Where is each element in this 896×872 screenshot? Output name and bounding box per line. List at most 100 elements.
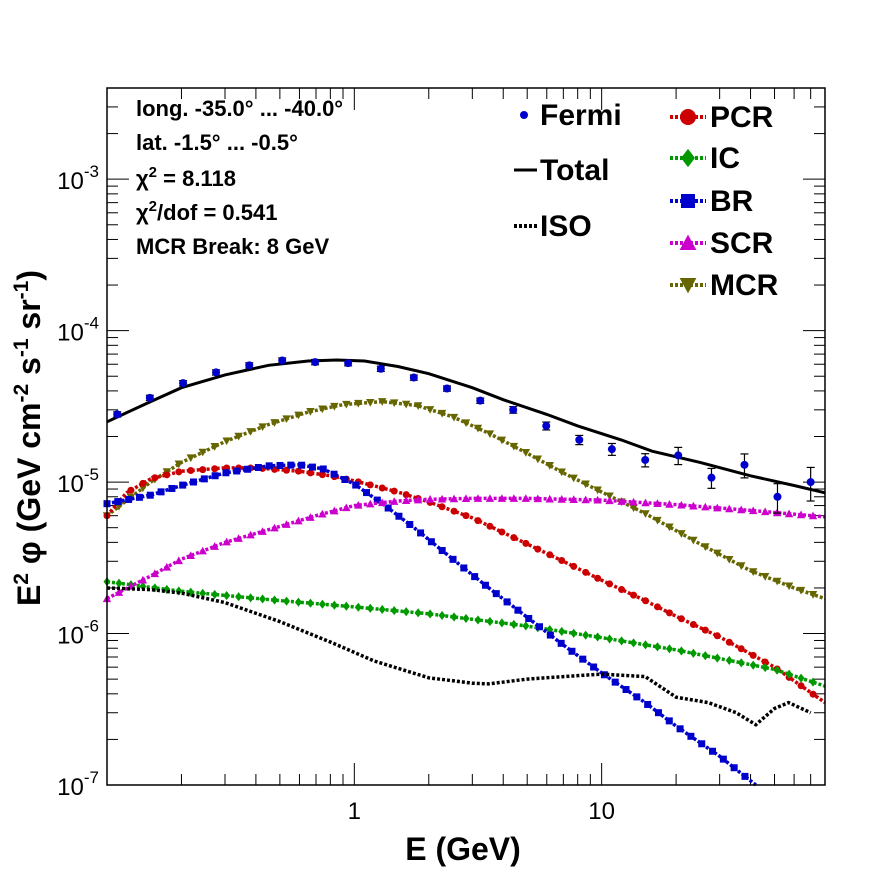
marker-ic: [283, 596, 290, 606]
marker-ic: [366, 603, 374, 613]
marker-ic: [378, 604, 386, 615]
fermi-point: [740, 460, 749, 469]
marker-br: [449, 555, 457, 563]
marker-mcr: [581, 480, 590, 489]
marker-br: [233, 467, 241, 475]
marker-scr: [366, 499, 375, 508]
marker-br: [536, 623, 544, 631]
marker-br: [427, 538, 435, 546]
marker-br: [654, 709, 662, 717]
marker-ic: [402, 607, 410, 617]
marker-scr: [437, 494, 447, 503]
x-tick-label: 1: [348, 798, 361, 825]
ylabel-cm-exp: -2: [10, 384, 33, 403]
marker-pcr: [642, 597, 649, 605]
marker-mcr: [390, 399, 399, 408]
fermi-point: [245, 361, 254, 370]
legend-fermi-symbol: [520, 111, 528, 119]
marker-br: [557, 639, 565, 647]
y-tick-exp: -4: [84, 314, 99, 333]
marker-ic: [390, 606, 398, 616]
marker-mcr: [569, 474, 578, 483]
marker-br: [417, 529, 425, 537]
marker-br: [308, 463, 316, 471]
marker-mcr: [725, 555, 734, 564]
marker-br: [146, 491, 154, 499]
marker-ic: [354, 602, 362, 612]
marker-ic: [749, 660, 757, 670]
marker-mcr: [760, 572, 770, 581]
marker-mcr: [198, 448, 207, 457]
marker-ic: [606, 634, 614, 644]
marker-ic: [510, 619, 518, 629]
marker-ic: [474, 615, 482, 625]
marker-pcr: [677, 615, 685, 623]
chi2-exponent: 2: [149, 164, 157, 181]
marker-pcr: [737, 645, 745, 653]
marker-ic: [462, 613, 470, 624]
fermi-point: [344, 359, 353, 368]
marker-mcr: [401, 400, 411, 409]
marker-scr: [378, 498, 387, 507]
y-tick-base: 10: [57, 623, 84, 650]
marker-ic: [318, 599, 326, 609]
ylabel-sr: sr: [11, 299, 47, 338]
marker-pcr: [474, 517, 482, 525]
marker-mcr: [258, 423, 267, 432]
marker-mcr: [174, 460, 183, 469]
fermi-point: [113, 410, 122, 419]
marker-br: [460, 564, 468, 572]
marker-pcr: [378, 484, 386, 492]
fermi-point: [641, 455, 650, 464]
marker-ic: [809, 677, 817, 687]
marker-scr: [234, 534, 243, 542]
marker-br: [395, 512, 403, 520]
marker-br: [190, 478, 198, 486]
marker-br: [157, 488, 165, 496]
mcr-break: MCR Break: 8 GeV: [136, 234, 330, 259]
legend-marker-pcr: [680, 109, 696, 125]
fermi-point: [607, 445, 616, 454]
legend-label-fermi: Fermi: [540, 99, 622, 132]
y-tick-exp: -6: [84, 617, 99, 636]
series-ic: [103, 577, 826, 688]
marker-scr: [461, 494, 471, 503]
marker-br: [579, 655, 587, 663]
marker-br: [503, 598, 511, 606]
y-tick-exp: -7: [84, 768, 99, 787]
marker-mcr: [605, 492, 614, 501]
marker-mcr: [772, 577, 782, 586]
series-scr: [102, 494, 826, 603]
fermi-point: [212, 368, 221, 377]
marker-mcr: [521, 449, 531, 457]
marker-mcr: [234, 432, 243, 441]
marker-mcr: [449, 413, 459, 422]
marker-scr: [497, 494, 507, 502]
marker-br: [709, 747, 717, 755]
marker-pcr: [689, 620, 697, 628]
marker-ic: [558, 626, 566, 636]
marker-mcr: [689, 536, 698, 545]
marker-mcr: [533, 455, 542, 464]
marker-ic: [582, 630, 590, 640]
marker-ic: [247, 593, 255, 603]
marker-mcr: [425, 406, 435, 414]
marker-pcr: [570, 562, 578, 570]
x-tick-label: 10: [588, 798, 615, 825]
chi2-symbol: χ: [136, 166, 149, 191]
marker-pcr: [749, 651, 757, 659]
marker-pcr: [450, 507, 458, 515]
marker-br: [330, 470, 338, 478]
marker-br: [514, 606, 522, 614]
marker-br: [341, 475, 349, 483]
legend-marker-scr: [679, 234, 697, 250]
marker-mcr: [461, 419, 471, 428]
legend-marker-br: [681, 194, 695, 208]
marker-pcr: [701, 626, 709, 634]
marker-pcr: [390, 487, 398, 495]
marker-mcr: [509, 442, 519, 451]
y-tick-base: 10: [57, 320, 84, 347]
marker-ic: [450, 612, 458, 622]
y-axis-title: E2 φ (GeV cm-2 s-1 sr-1): [10, 270, 47, 606]
fermi-point: [542, 421, 551, 430]
